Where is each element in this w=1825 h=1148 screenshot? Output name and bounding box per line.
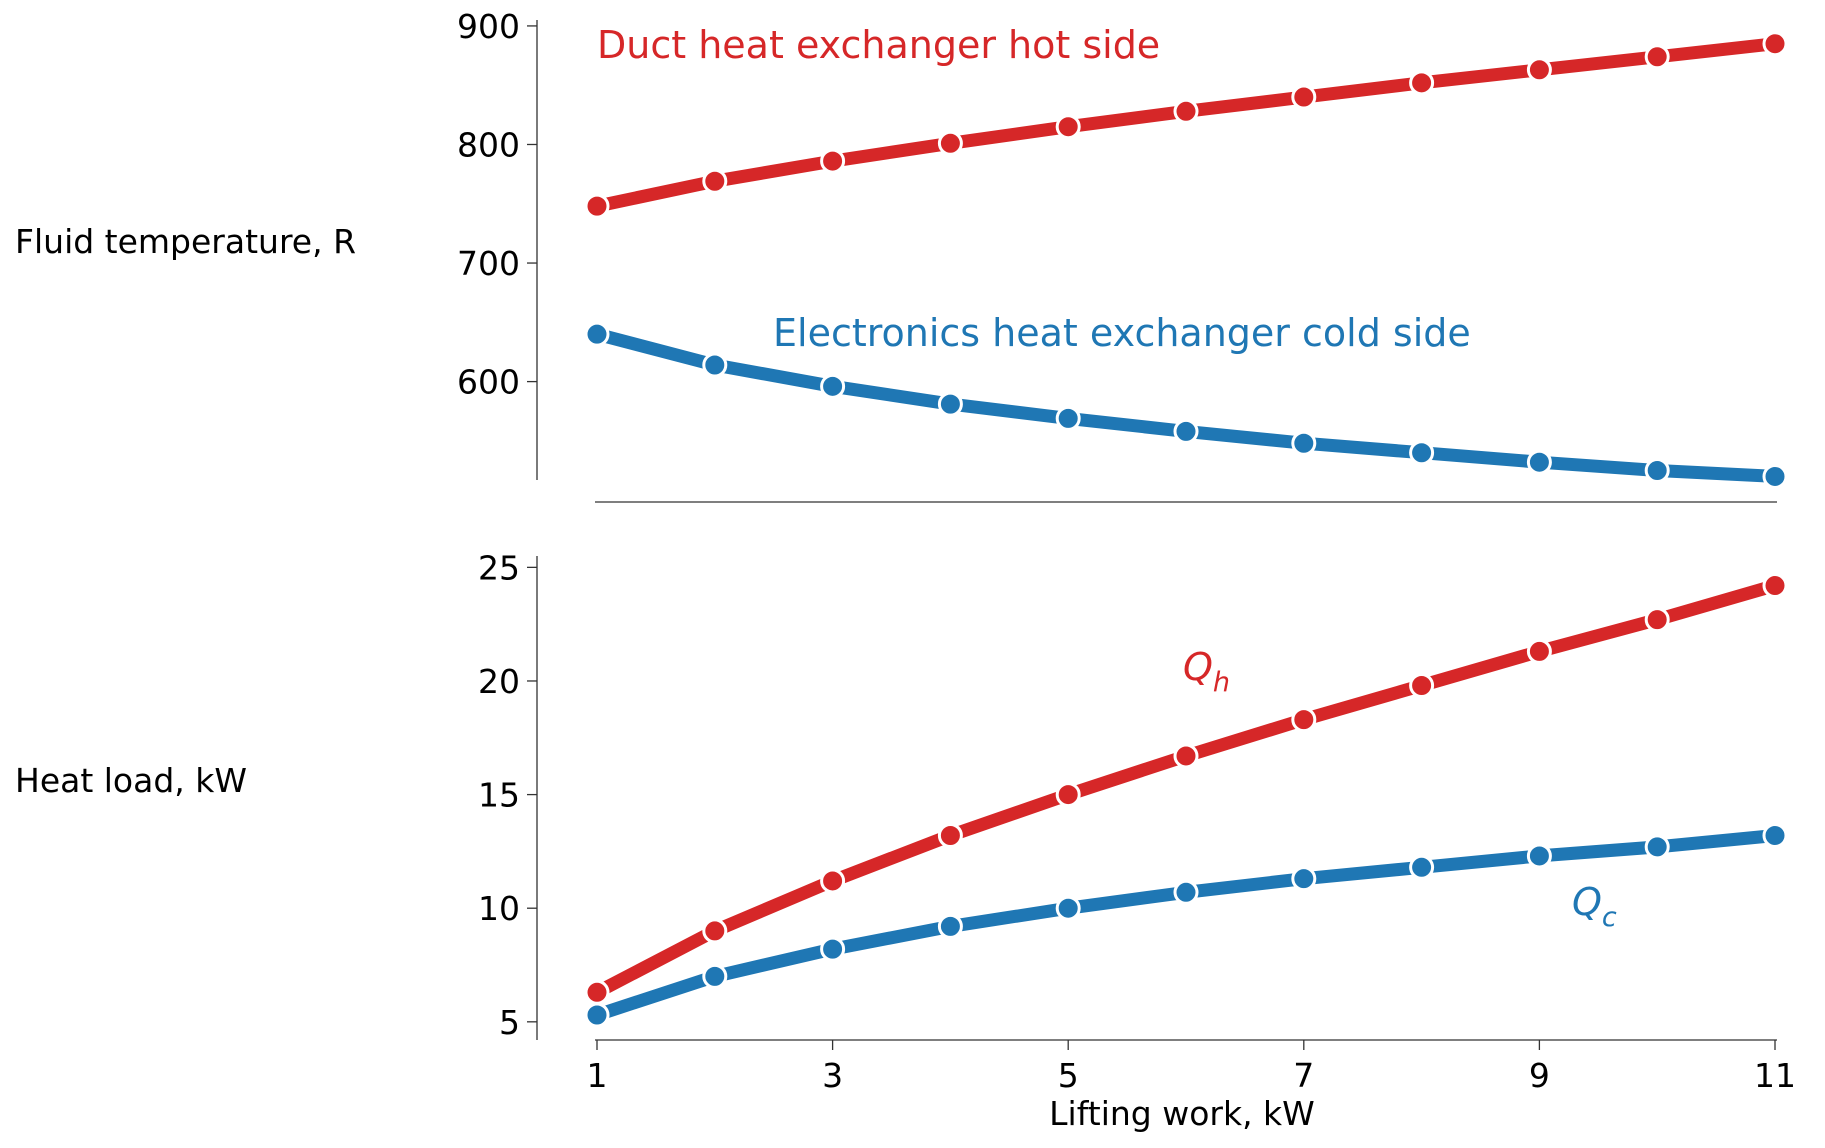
data-point-bottom-0 — [1526, 638, 1552, 664]
data-point-top-1 — [937, 391, 963, 417]
y-tick-label-bottom: 10 — [478, 889, 520, 928]
data-point-top-0 — [702, 168, 728, 194]
data-point-top-0 — [937, 130, 963, 156]
y-tick-label-top: 800 — [457, 125, 520, 164]
data-point-bottom-0 — [1173, 743, 1199, 769]
data-point-bottom-0 — [937, 822, 963, 848]
data-point-bottom-1 — [702, 963, 728, 989]
qh-main: Q — [1183, 645, 1213, 689]
data-point-top-1 — [1762, 463, 1788, 489]
data-point-top-0 — [1526, 57, 1552, 83]
series-line-top-1 — [590, 327, 1782, 483]
x-tick-label-bottom: 9 — [1529, 1056, 1550, 1095]
series-line-top-0 — [590, 37, 1782, 213]
data-point-top-1 — [1526, 449, 1552, 475]
series-label-electronics-cold: Electronics heat exchanger cold side — [773, 311, 1471, 355]
data-point-top-0 — [584, 193, 610, 219]
data-point-bottom-1 — [1055, 895, 1081, 921]
data-point-bottom-0 — [1409, 673, 1435, 699]
data-point-bottom-0 — [820, 868, 846, 894]
data-point-top-1 — [1409, 440, 1435, 466]
data-point-top-0 — [1762, 31, 1788, 57]
qc-sub: c — [1602, 902, 1617, 933]
data-point-bottom-0 — [1055, 782, 1081, 808]
data-point-top-1 — [584, 321, 610, 347]
data-point-top-1 — [1291, 430, 1317, 456]
x-axis-title: Lifting work, kW — [1049, 1094, 1315, 1133]
data-point-bottom-0 — [1762, 573, 1788, 599]
data-point-bottom-1 — [937, 913, 963, 939]
data-point-bottom-1 — [1526, 843, 1552, 869]
series-label-qh: Qh — [1183, 645, 1230, 698]
bottom-y-axis-title: Heat load, kW — [15, 761, 247, 800]
data-point-top-0 — [1173, 98, 1199, 124]
qh-sub: h — [1213, 667, 1230, 698]
series-line-bottom-1 — [590, 829, 1782, 1022]
data-point-top-0 — [1055, 114, 1081, 140]
series-label-duct-hot: Duct heat exchanger hot side — [597, 23, 1160, 67]
x-tick-label-bottom: 5 — [1058, 1056, 1079, 1095]
y-tick-label-top: 600 — [457, 363, 520, 402]
y-tick-label-bottom: 5 — [499, 1003, 520, 1042]
data-point-top-0 — [820, 148, 846, 174]
data-point-top-1 — [1173, 418, 1199, 444]
data-point-bottom-0 — [1644, 607, 1670, 633]
series-label-qc: Qc — [1572, 880, 1617, 933]
data-point-bottom-1 — [1644, 834, 1670, 860]
data-point-top-0 — [1644, 44, 1670, 70]
data-point-top-0 — [1291, 84, 1317, 110]
data-point-top-1 — [702, 352, 728, 378]
data-point-bottom-1 — [1762, 822, 1788, 848]
data-point-bottom-0 — [1291, 707, 1317, 733]
data-point-bottom-1 — [1409, 854, 1435, 880]
y-tick-label-bottom: 15 — [478, 776, 520, 815]
x-tick-label-bottom: 7 — [1293, 1056, 1314, 1095]
data-point-bottom-0 — [584, 979, 610, 1005]
y-tick-label-bottom: 25 — [478, 548, 520, 587]
top-y-axis-title: Fluid temperature, R — [15, 222, 356, 261]
x-tick-label-bottom: 1 — [587, 1056, 608, 1095]
x-tick-label-bottom: 3 — [822, 1056, 843, 1095]
data-point-top-1 — [1055, 405, 1081, 431]
data-point-top-1 — [1644, 458, 1670, 484]
data-point-bottom-1 — [820, 936, 846, 962]
plot-layer: 600 700 800 900 5 10 15 20 25 1 3 5 7 9 11 — [457, 7, 1796, 1095]
x-tick-label-bottom: 11 — [1754, 1056, 1796, 1095]
data-point-top-1 — [820, 373, 846, 399]
y-tick-label-top: 900 — [457, 7, 520, 46]
y-tick-label-bottom: 20 — [478, 662, 520, 701]
data-point-bottom-1 — [1173, 879, 1199, 905]
data-point-bottom-0 — [702, 918, 728, 944]
y-tick-label-top: 700 — [457, 244, 520, 283]
data-point-top-0 — [1409, 70, 1435, 96]
data-point-bottom-1 — [584, 1002, 610, 1028]
qc-main: Q — [1572, 880, 1602, 924]
data-point-bottom-1 — [1291, 866, 1317, 892]
